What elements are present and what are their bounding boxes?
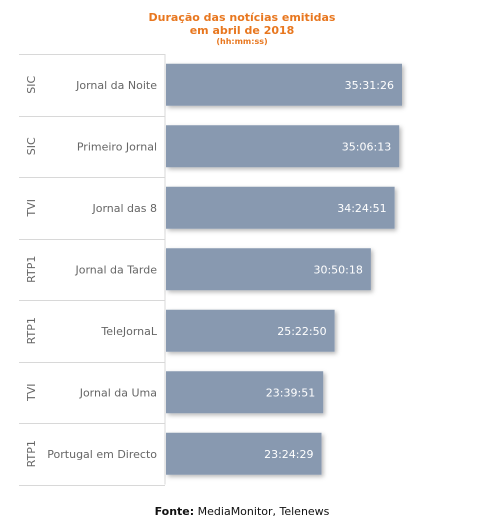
data-label: 34:24:51 <box>337 202 386 215</box>
channel-label: TVI <box>25 199 38 218</box>
bar <box>166 309 335 352</box>
chart-title: Duração das notícias emitidas <box>148 11 336 24</box>
category-label: Jornal das 8 <box>91 202 157 215</box>
chart-subtitle: (hh:mm:ss) <box>216 37 268 46</box>
channel-label: SIC <box>25 137 38 155</box>
category-label: TeleJornaL <box>100 325 157 338</box>
category-label: Jornal da Uma <box>79 386 157 399</box>
category-label: Jornal da Noite <box>75 79 157 92</box>
data-label: 35:06:13 <box>342 140 391 153</box>
chart-labels: 35:31:26 Jornal da Noite SIC 35:06:13 Primei… <box>25 75 394 467</box>
category-label: Jornal da Tarde <box>74 263 157 276</box>
data-label: 25:22:50 <box>277 325 326 338</box>
source-text: MediaMonitor, Telenews <box>197 505 330 518</box>
bar <box>166 432 322 475</box>
bar <box>166 125 400 168</box>
data-label: 23:39:51 <box>266 386 315 399</box>
chart-grid <box>19 54 166 486</box>
channel-label: RTP1 <box>25 317 38 344</box>
chart-title-line2: em abril de 2018 <box>189 24 295 37</box>
bar <box>166 371 324 414</box>
data-label: 23:24:29 <box>264 448 313 461</box>
channel-label: TVI <box>25 384 38 403</box>
chart-bars <box>166 63 402 475</box>
bar <box>166 186 395 229</box>
category-label: Primeiro Jornal <box>77 140 157 153</box>
channel-label: SIC <box>25 75 38 93</box>
channel-label: RTP1 <box>25 440 38 467</box>
source-label: Fonte: <box>154 505 195 518</box>
bar <box>166 63 402 106</box>
channel-label: RTP1 <box>25 256 38 283</box>
data-label: 30:50:18 <box>313 263 362 276</box>
category-label: Portugal em Directo <box>47 448 157 461</box>
bar <box>166 248 371 291</box>
data-label: 35:31:26 <box>345 79 394 92</box>
source-footer: Fonte: MediaMonitor, Telenews <box>0 505 484 518</box>
